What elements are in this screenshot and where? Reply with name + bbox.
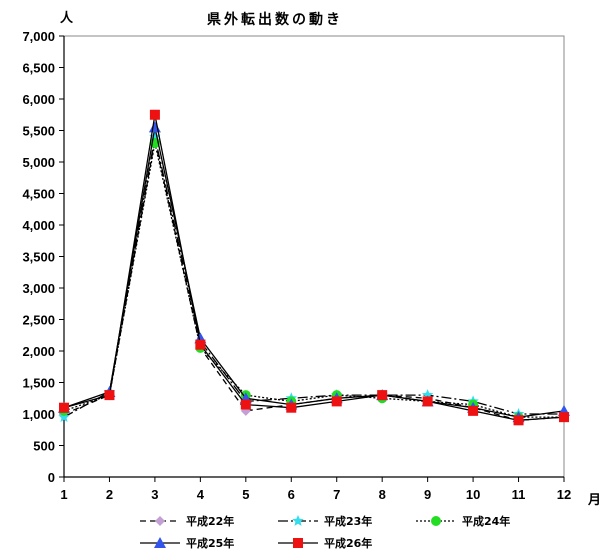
square-point-marker: [104, 390, 115, 401]
x-tick-label: 3: [151, 487, 158, 502]
x-tick-label: 11: [512, 487, 526, 502]
series-1: [58, 130, 570, 422]
y-tick-label: 5,000: [22, 155, 55, 170]
square-point-marker: [59, 402, 69, 413]
legend-label: 平成26年: [324, 536, 372, 550]
y-tick-label: 6,500: [22, 61, 55, 76]
y-tick-label: 5,500: [22, 124, 55, 139]
series-2: [59, 138, 569, 423]
series-line: [63, 127, 565, 418]
series-layer: [58, 109, 570, 426]
series-0: [59, 134, 569, 426]
diamond-legend-marker: [155, 516, 165, 526]
triangle-legend-marker: [154, 537, 166, 548]
series-line: [63, 114, 565, 421]
square-point-marker: [240, 399, 251, 410]
y-axis-unit-label: 人: [60, 10, 74, 26]
x-axis-unit-label: 月: [587, 493, 601, 508]
x-tick-label: 8: [379, 487, 386, 502]
series-line: [63, 142, 564, 418]
square-legend-marker: [293, 538, 303, 548]
x-tick-label: 1: [60, 487, 67, 502]
y-tick-label: 2,500: [22, 313, 55, 328]
star-point-marker: [58, 411, 70, 422]
square-point-marker: [468, 405, 479, 416]
legend-item: 平成24年: [416, 514, 510, 528]
y-tick-label: 1,500: [22, 376, 55, 391]
y-tick-label: 1,000: [22, 407, 55, 422]
x-tick-label: 5: [242, 487, 249, 502]
x-tick-label: 6: [288, 487, 295, 502]
square-point-marker: [286, 402, 297, 413]
y-tick-label: 3,000: [22, 281, 55, 296]
x-tick-label: 10: [466, 487, 480, 502]
square-point-marker: [559, 412, 569, 423]
square-point-marker: [149, 109, 160, 120]
y-tick-label: 0: [48, 470, 55, 485]
y-tick-label: 4,500: [22, 187, 55, 202]
x-tick-label: 2: [106, 487, 113, 502]
star-legend-marker: [292, 515, 304, 526]
square-point-marker: [331, 396, 342, 407]
legend-label: 平成23年: [324, 514, 372, 528]
square-point-marker: [377, 390, 388, 401]
series-line: [63, 136, 564, 418]
y-tick-label: 4,000: [22, 218, 55, 233]
y-tick-label: 7,000: [22, 29, 55, 44]
chart-title: 県外転出数の動き: [207, 11, 343, 28]
x-tick-label: 12: [557, 487, 571, 502]
x-tick-label: 7: [333, 487, 340, 502]
series-4: [59, 109, 569, 426]
y-tick-label: 2,000: [22, 344, 55, 359]
square-point-marker: [422, 396, 433, 407]
legend-label: 平成24年: [462, 514, 510, 528]
square-point-marker: [195, 339, 206, 350]
x-tick-label: 9: [424, 487, 431, 502]
circle-legend-marker: [431, 516, 441, 526]
triangle-point-marker: [148, 121, 161, 133]
series-3: [58, 121, 570, 423]
square-point-marker: [513, 415, 524, 426]
legend-item: 平成23年: [278, 514, 372, 528]
y-tick-label: 6,000: [22, 92, 55, 107]
legend-label: 平成25年: [186, 536, 234, 550]
y-tick-label: 500: [33, 439, 55, 454]
series-line: [63, 139, 565, 421]
legend-item: 平成26年: [278, 536, 372, 550]
legend-item: 平成25年: [140, 536, 234, 550]
y-tick-label: 3,500: [22, 250, 55, 265]
legend-item: 平成22年: [140, 514, 234, 528]
legend-label: 平成22年: [186, 514, 234, 528]
axes: 0 500 1,000 1,500 2,000 2,500 3,000 3,500 4,000 4…: [22, 29, 571, 502]
x-tick-label: 4: [197, 487, 205, 502]
